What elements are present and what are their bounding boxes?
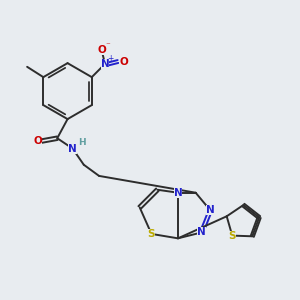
Text: H: H [78, 137, 86, 146]
Text: ⁻: ⁻ [106, 41, 110, 50]
Text: +: + [107, 54, 113, 63]
Text: S: S [148, 229, 155, 239]
Text: N: N [206, 206, 215, 215]
Text: S: S [229, 231, 236, 241]
Text: O: O [97, 45, 106, 55]
Text: N: N [101, 59, 110, 69]
Text: N: N [68, 143, 77, 154]
Text: O: O [33, 136, 42, 146]
Text: N: N [197, 227, 206, 237]
Text: N: N [174, 188, 182, 198]
Text: O: O [119, 56, 128, 67]
